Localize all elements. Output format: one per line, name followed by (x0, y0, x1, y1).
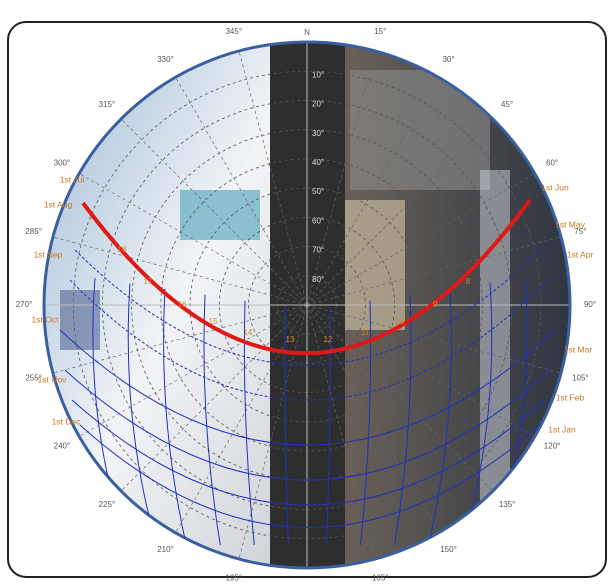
summer-solstice-path (81, 198, 532, 356)
altitude-label: 70° (312, 246, 324, 255)
altitude-label: 40° (312, 158, 324, 167)
hour-label: 15 (209, 317, 218, 326)
hour-label: 9 (433, 300, 438, 309)
hour-label: 13 (286, 335, 295, 344)
azimuth-line (79, 173, 308, 306)
azimuth-label: 300° (54, 159, 71, 168)
azimuth-line (306, 173, 535, 306)
azimuth-line (306, 118, 494, 306)
azimuth-line (306, 304, 535, 437)
azimuth-label: 120° (544, 442, 561, 451)
date-line (71, 399, 546, 506)
month-label: 1st Oct (32, 314, 60, 324)
month-label: 1st Sep (34, 249, 63, 259)
hour-line (394, 294, 412, 546)
altitude-label: 20° (312, 100, 324, 109)
azimuth-line (306, 77, 439, 306)
hour-label: 14 (244, 328, 253, 337)
month-label: 1st Dec (52, 416, 82, 426)
azimuth-line (306, 304, 439, 533)
azimuth-label: 285° (25, 227, 42, 236)
hour-line (127, 283, 158, 546)
month-label: 1st May (555, 219, 586, 229)
hour-label: 18 (118, 245, 127, 254)
azimuth-label: 240° (54, 442, 71, 451)
hour-label: 12 (324, 335, 333, 344)
azimuth-label: 210° (157, 545, 174, 554)
hour-label: 10 (396, 317, 405, 326)
hour-line (326, 306, 331, 546)
azimuth-line (52, 236, 308, 306)
azimuth-line (120, 304, 308, 492)
hour-label: 11 (361, 328, 370, 337)
hour-line (163, 288, 187, 546)
azimuth-line (306, 304, 494, 492)
altitude-label: 60° (312, 216, 324, 225)
azimuth-label: 90° (584, 300, 596, 309)
north-label: N (304, 28, 310, 37)
hour-label: 8 (466, 277, 471, 286)
month-label: 1st Nov (38, 374, 68, 384)
hour-line (203, 294, 221, 546)
azimuth-line (52, 304, 308, 374)
azimuth-line (238, 304, 308, 560)
hour-label: 17 (144, 277, 153, 286)
azimuth-label: 135° (499, 500, 516, 509)
hour-label: 7 (498, 245, 503, 254)
azimuth-line (306, 50, 376, 306)
altitude-label: 30° (312, 129, 324, 138)
azimuth-label: 195° (225, 573, 242, 582)
azimuth-label: 30° (442, 55, 454, 64)
azimuth-line (175, 77, 308, 306)
altitude-label: 10° (312, 70, 324, 79)
month-label: 1st Jun (541, 182, 569, 192)
date-line (79, 424, 541, 528)
hour-line (243, 300, 255, 546)
altitude-label: 80° (312, 275, 324, 284)
azimuth-label: 165° (372, 573, 389, 582)
azimuth-label: 60° (546, 159, 558, 168)
azimuth-label: 150° (440, 545, 457, 554)
azimuth-line (306, 304, 562, 374)
hour-line (428, 288, 452, 546)
date-line (69, 279, 549, 401)
horizon-circle (42, 40, 572, 570)
azimuth-line (120, 118, 308, 306)
date-line (74, 249, 541, 366)
hour-line (360, 300, 372, 546)
azimuth-line (306, 236, 562, 306)
azimuth-label: 345° (225, 27, 242, 36)
azimuth-label: 315° (99, 100, 116, 109)
azimuth-label: 255° (25, 373, 42, 382)
azimuth-label: 75° (574, 227, 586, 236)
hour-label: 16 (178, 300, 187, 309)
month-label: 1st Aug (44, 199, 73, 209)
azimuth-line (79, 304, 308, 437)
month-label: 1st Jul (60, 174, 85, 184)
azimuth-label: 330° (157, 55, 174, 64)
azimuth-label: 15° (374, 27, 386, 36)
azimuth-label: 225° (99, 500, 116, 509)
month-label: 1st Apr (567, 249, 594, 259)
month-label: 1st Jan (548, 424, 576, 434)
azimuth-label: 270° (16, 300, 33, 309)
month-label: 1st Mar (564, 344, 593, 354)
azimuth-line (306, 304, 376, 560)
azimuth-line (238, 50, 308, 306)
azimuth-label: 45° (501, 100, 513, 109)
azimuth-label: 105° (572, 373, 589, 382)
hour-line (284, 306, 289, 546)
month-label: 1st Feb (556, 392, 585, 402)
altitude-label: 50° (312, 187, 324, 196)
